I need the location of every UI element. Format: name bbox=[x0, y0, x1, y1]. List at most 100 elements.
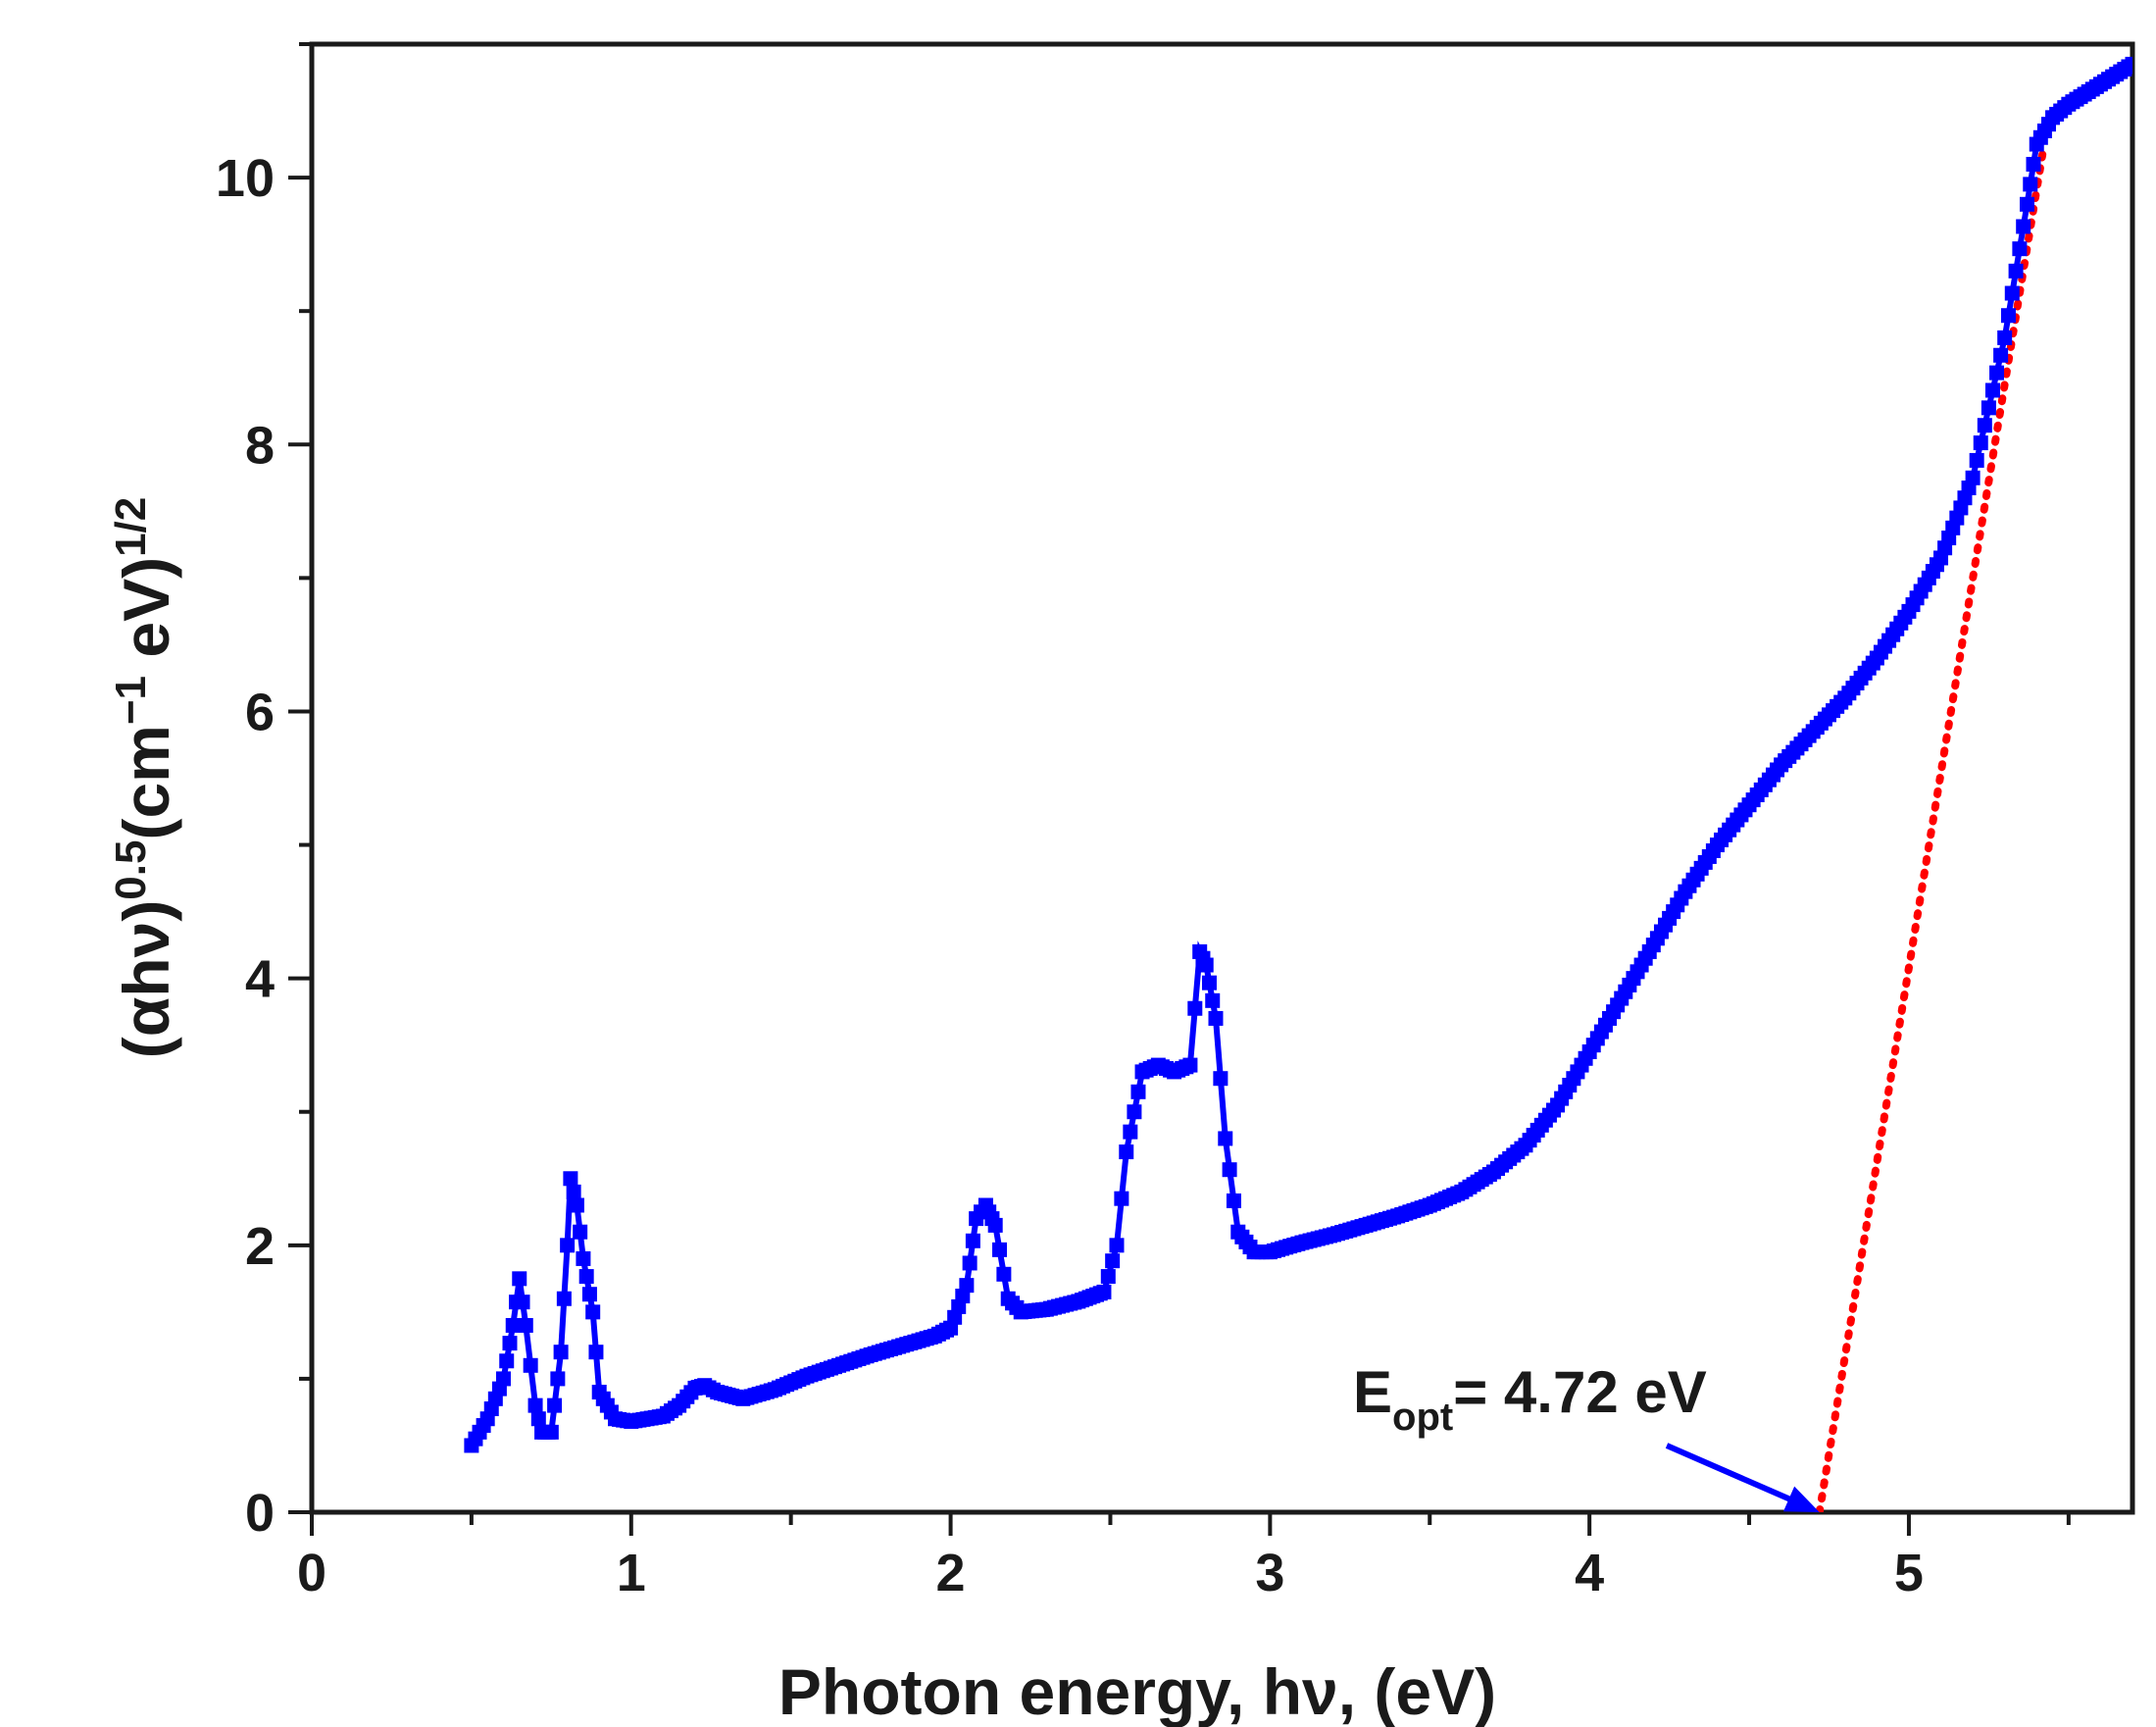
data-point bbox=[1127, 1104, 1142, 1120]
series-layer bbox=[464, 56, 2132, 1453]
data-point bbox=[2026, 156, 2041, 172]
data-point bbox=[1993, 347, 2009, 363]
data-point bbox=[1977, 418, 1992, 433]
y-axis-title: (αhν)0.5(cm−1 eV)1/2 bbox=[107, 497, 182, 1059]
x-tick-label: 4 bbox=[1575, 1544, 1604, 1602]
data-point bbox=[1105, 1253, 1121, 1269]
data-point bbox=[527, 1397, 543, 1413]
data-point bbox=[1130, 1084, 1146, 1099]
y-tick-label: 4 bbox=[245, 950, 275, 1009]
data-point bbox=[518, 1317, 533, 1333]
data-point bbox=[495, 1371, 511, 1387]
x-tick-label: 0 bbox=[297, 1544, 326, 1602]
data-point bbox=[523, 1357, 538, 1373]
data-point bbox=[2016, 219, 2031, 234]
x-axis-title: Photon energy, hν, (eV) bbox=[778, 1655, 1496, 1727]
y-tick-label: 2 bbox=[245, 1217, 275, 1276]
data-point bbox=[502, 1336, 518, 1351]
x-tick-label: 1 bbox=[617, 1544, 646, 1602]
y-axis-title-prefix: (αhν) bbox=[110, 900, 182, 1059]
annotation-layer: Eopt= 4.72 eV bbox=[1353, 1359, 1820, 1512]
y-tick-label: 0 bbox=[245, 1484, 275, 1543]
y-axis-title-suffix: eV) bbox=[110, 557, 182, 676]
y-axis-title-middle: (cm bbox=[110, 725, 182, 839]
data-point bbox=[2023, 177, 2038, 192]
eopt-arrow-head bbox=[1782, 1486, 1820, 1512]
x-tick-label: 5 bbox=[1894, 1544, 1924, 1602]
data-point bbox=[588, 1345, 604, 1360]
data-point bbox=[530, 1411, 546, 1427]
data-point bbox=[1123, 1124, 1138, 1140]
data-point bbox=[1100, 1269, 1116, 1285]
data-point bbox=[1182, 1057, 1198, 1073]
y-tick-label: 10 bbox=[216, 149, 275, 208]
eopt-subscript: opt bbox=[1392, 1396, 1453, 1439]
data-point bbox=[1096, 1284, 1112, 1299]
data-point bbox=[569, 1197, 584, 1213]
data-point bbox=[992, 1242, 1008, 1257]
data-point bbox=[1187, 1000, 1203, 1016]
data-point bbox=[1114, 1191, 1129, 1206]
data-point bbox=[1965, 470, 1981, 485]
data-point bbox=[543, 1424, 559, 1440]
data-point bbox=[1201, 975, 1217, 990]
data-point bbox=[1205, 992, 1221, 1008]
x-axis-ticks: 0 1 2 3 4 5 bbox=[297, 1512, 2071, 1602]
x-tick-label: 2 bbox=[936, 1544, 966, 1602]
data-point bbox=[2008, 263, 2024, 279]
data-point bbox=[987, 1217, 1003, 1233]
data-point bbox=[2125, 56, 2132, 72]
data-point bbox=[505, 1317, 521, 1333]
data-point bbox=[965, 1233, 980, 1248]
data-point bbox=[2004, 285, 2020, 301]
eopt-main: E bbox=[1353, 1359, 1392, 1425]
fit-line-layer bbox=[1815, 146, 2047, 1512]
y-axis-title-sup1: 0.5 bbox=[107, 840, 155, 900]
y-tick-label: 8 bbox=[245, 416, 275, 475]
data-point bbox=[556, 1291, 572, 1306]
y-axis-title-sup2: −1 bbox=[107, 676, 155, 725]
data-point bbox=[499, 1353, 515, 1369]
data-point bbox=[573, 1224, 588, 1240]
data-point bbox=[1997, 330, 2013, 345]
data-point bbox=[560, 1238, 576, 1253]
data-point bbox=[1208, 1010, 1224, 1026]
data-point bbox=[1989, 365, 2005, 381]
data-point bbox=[566, 1184, 581, 1199]
y-axis-ticks: 0 2 4 6 8 10 bbox=[216, 42, 312, 1543]
data-point bbox=[1119, 1144, 1134, 1160]
eopt-annotation: Eopt= 4.72 eV bbox=[1353, 1359, 1707, 1439]
data-point bbox=[576, 1250, 591, 1266]
eopt-value: = 4.72 eV bbox=[1453, 1359, 1707, 1425]
data-point bbox=[959, 1278, 975, 1294]
data-point bbox=[996, 1266, 1012, 1282]
data-point bbox=[581, 1287, 597, 1302]
data-point bbox=[515, 1295, 530, 1310]
data-point bbox=[1109, 1238, 1125, 1253]
data-point bbox=[1198, 957, 1214, 973]
y-tick-label: 6 bbox=[245, 683, 275, 741]
data-point bbox=[2012, 241, 2028, 257]
data-point bbox=[1969, 452, 1984, 468]
data-point bbox=[1984, 382, 2000, 398]
data-point bbox=[578, 1269, 594, 1285]
plot-frame bbox=[309, 41, 2135, 1515]
fit-line bbox=[1815, 146, 2047, 1512]
data-point bbox=[962, 1255, 978, 1271]
data-point bbox=[1218, 1131, 1233, 1146]
data-point bbox=[1981, 400, 1996, 416]
data-point bbox=[512, 1271, 527, 1287]
data-point bbox=[550, 1371, 566, 1387]
data-point bbox=[553, 1345, 569, 1360]
data-point bbox=[1973, 435, 1988, 451]
data-point bbox=[1213, 1071, 1228, 1087]
data-point bbox=[1222, 1162, 1237, 1178]
x-tick-label: 3 bbox=[1255, 1544, 1284, 1602]
data-point bbox=[1226, 1193, 1241, 1208]
y-axis-title-sup3: 1/2 bbox=[107, 497, 155, 557]
eopt-arrow-line bbox=[1665, 1443, 1803, 1507]
data-point bbox=[2019, 196, 2034, 212]
data-point bbox=[2000, 308, 2016, 324]
data-point bbox=[585, 1304, 601, 1320]
